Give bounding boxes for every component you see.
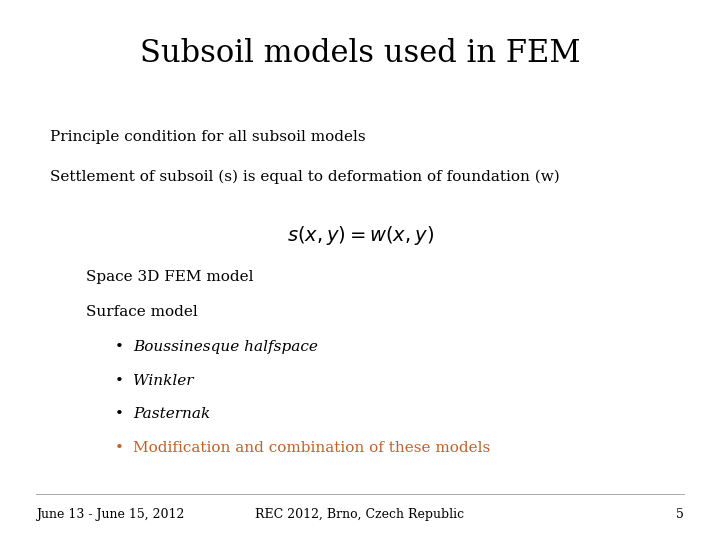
Text: •: •	[114, 340, 123, 354]
Text: •: •	[114, 407, 123, 421]
Text: Modification and combination of these models: Modification and combination of these mo…	[133, 441, 490, 455]
Text: REC 2012, Brno, Czech Republic: REC 2012, Brno, Czech Republic	[256, 508, 464, 521]
Text: Principle condition for all subsoil models: Principle condition for all subsoil mode…	[50, 130, 366, 144]
Text: Surface model: Surface model	[86, 305, 198, 319]
Text: •: •	[114, 374, 123, 388]
Text: 5: 5	[676, 508, 684, 521]
Text: Space 3D FEM model: Space 3D FEM model	[86, 270, 254, 284]
Text: Pasternak: Pasternak	[133, 407, 210, 421]
Text: June 13 - June 15, 2012: June 13 - June 15, 2012	[36, 508, 184, 521]
Text: Subsoil models used in FEM: Subsoil models used in FEM	[140, 38, 580, 69]
Text: $s(x, y) = w(x, y)$: $s(x, y) = w(x, y)$	[287, 224, 433, 247]
Text: •: •	[114, 441, 123, 455]
Text: Winkler: Winkler	[133, 374, 194, 388]
Text: Settlement of subsoil (s) is equal to deformation of foundation (w): Settlement of subsoil (s) is equal to de…	[50, 170, 560, 185]
Text: Boussinesque halfspace: Boussinesque halfspace	[133, 340, 318, 354]
